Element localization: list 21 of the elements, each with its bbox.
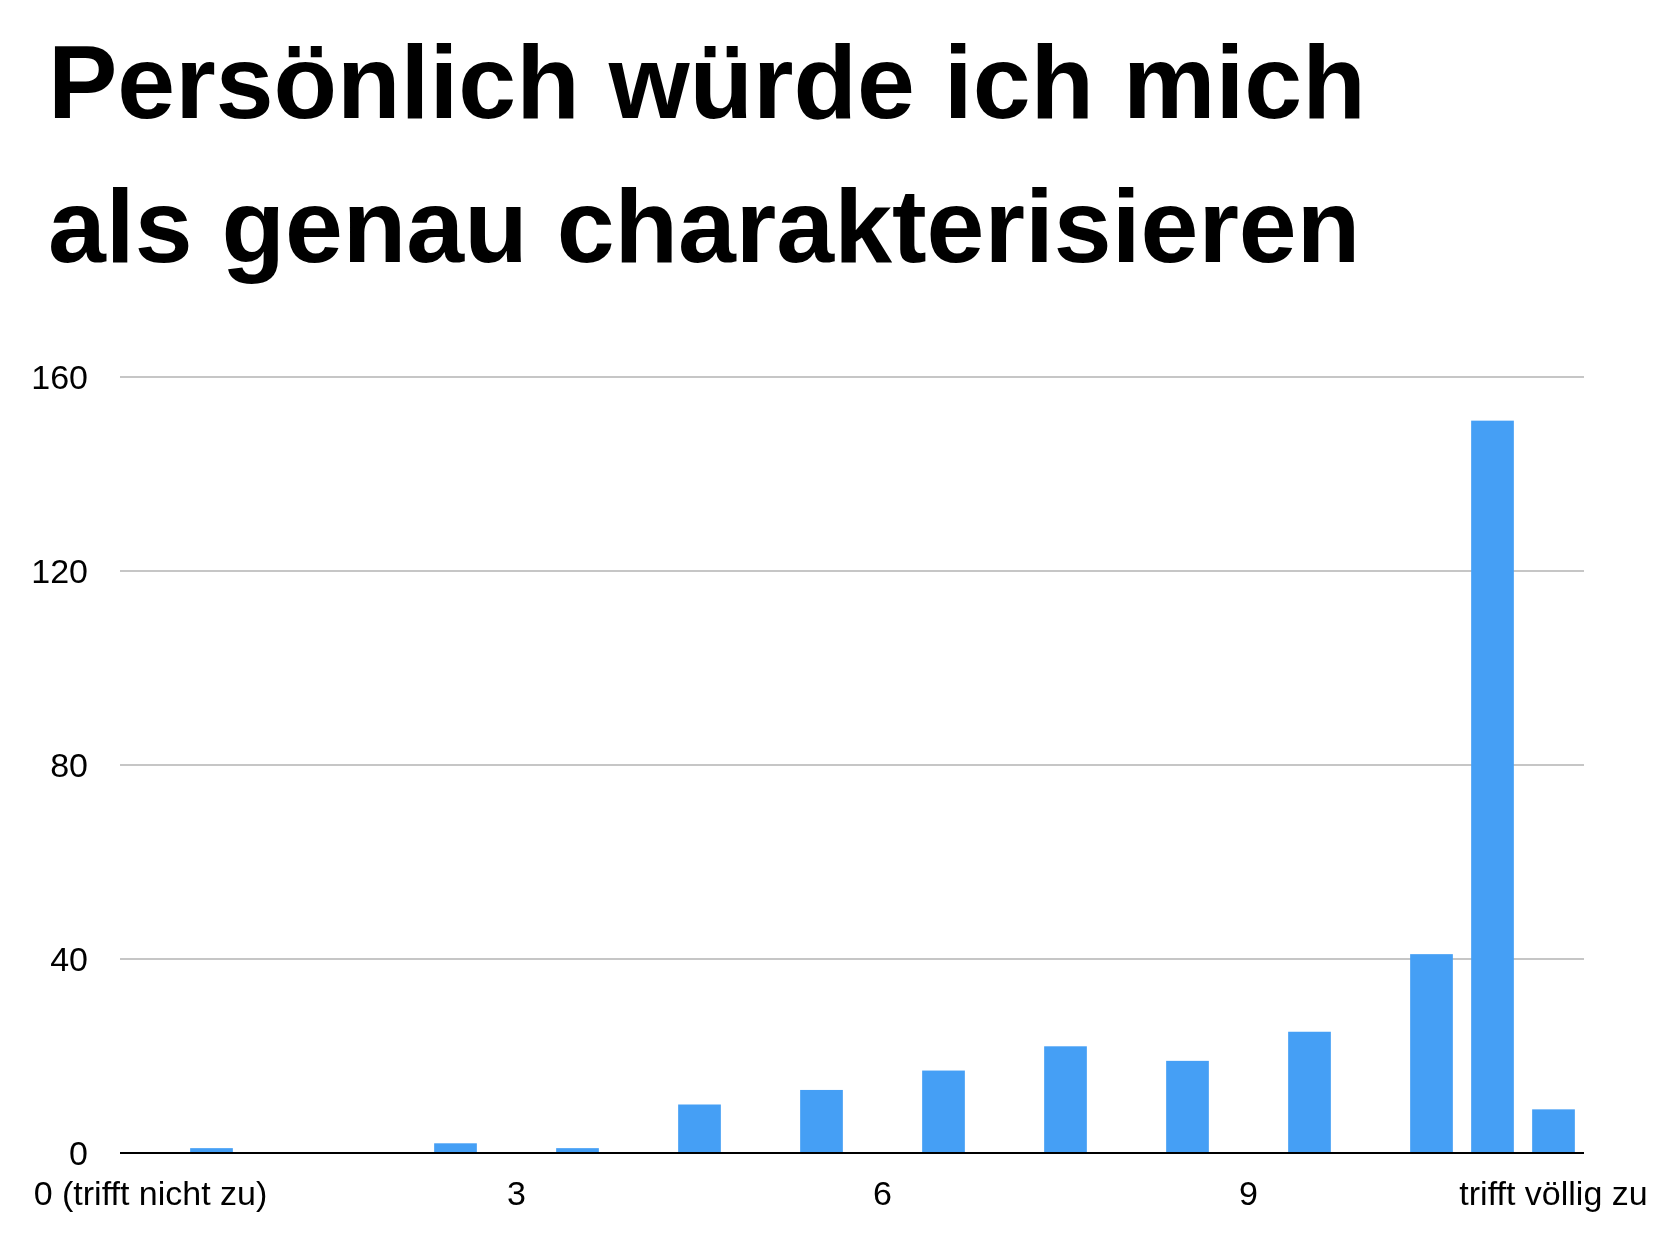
bar: [800, 1089, 843, 1153]
bar: [1471, 420, 1514, 1153]
y-tick-label: 120: [31, 551, 88, 590]
y-tick-label: 160: [31, 357, 88, 396]
bar: [1532, 1109, 1575, 1153]
y-tick-label: 0: [69, 1133, 88, 1172]
bar: [434, 1143, 477, 1153]
x-tick-label: 3: [507, 1174, 526, 1212]
bar: [1166, 1060, 1209, 1153]
y-tick-label: 40: [50, 939, 88, 978]
x-tick-label: 0 (trifft nicht zu): [33, 1174, 268, 1212]
y-tick-label: 80: [50, 745, 88, 784]
bar: [1288, 1031, 1331, 1153]
x-tick-label: trifft völlig zu: [1459, 1174, 1648, 1212]
chart-title: Persönlich würde ich mich als genau charakterisieren: [48, 24, 1366, 284]
bar: [922, 1070, 965, 1153]
bar: [1410, 954, 1453, 1153]
x-tick-label: 9: [1239, 1174, 1258, 1212]
x-tick-label: 6: [873, 1174, 892, 1212]
bar: [678, 1104, 721, 1153]
bar: [1044, 1046, 1087, 1153]
